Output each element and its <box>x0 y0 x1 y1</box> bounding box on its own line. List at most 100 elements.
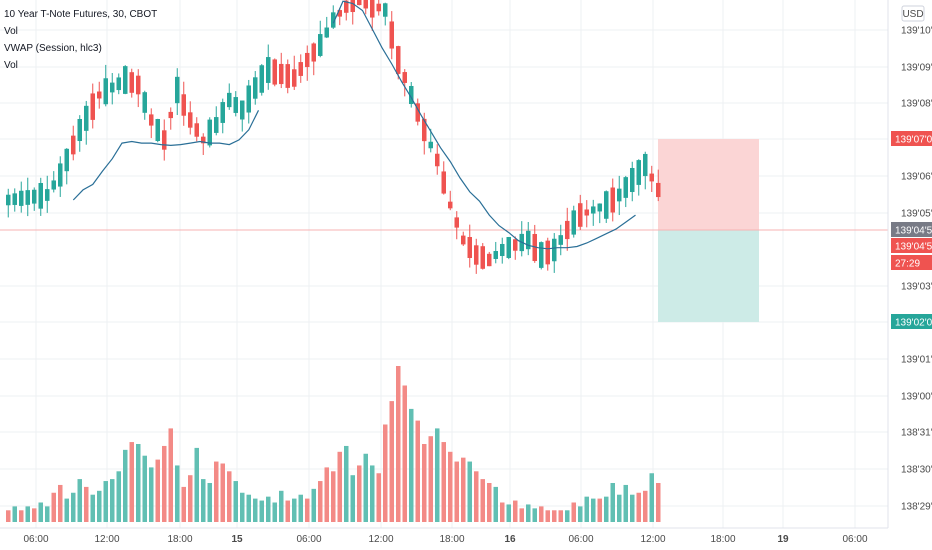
candle-body <box>246 85 251 113</box>
volume-bar <box>558 510 563 522</box>
candle-body <box>32 189 37 204</box>
candle <box>201 133 206 155</box>
candle-body <box>493 251 498 259</box>
y-tick-label: 139'03'0 <box>901 282 932 293</box>
candle-body <box>363 0 368 9</box>
candle <box>71 125 76 161</box>
candle <box>168 107 173 130</box>
candle <box>90 83 95 129</box>
volume-bar <box>214 461 219 522</box>
candle <box>578 194 583 230</box>
candle-body <box>168 111 173 119</box>
volume-bar <box>6 510 11 522</box>
candle-body <box>558 235 563 245</box>
candle <box>214 106 219 136</box>
x-tick-label: 16 <box>504 534 516 545</box>
candle-body <box>285 64 290 88</box>
candle <box>461 231 466 246</box>
volume-bar <box>604 496 609 522</box>
candle-body <box>240 100 245 120</box>
legend-vol-2[interactable]: Vol <box>4 60 18 71</box>
volume-bar <box>129 442 134 522</box>
volume-bar <box>383 424 388 522</box>
volume-bar <box>422 444 427 522</box>
candle <box>396 45 401 80</box>
vwap-line-session-1 <box>72 110 260 201</box>
volume-bar <box>435 428 440 522</box>
candle-body <box>422 118 427 142</box>
candle <box>597 203 602 224</box>
candle <box>305 45 310 81</box>
volume-bar <box>344 445 349 522</box>
candle <box>493 241 498 264</box>
volume-bar <box>350 475 355 522</box>
y-tick-label: 139'05'0 <box>901 209 932 220</box>
volume-bar <box>155 459 160 522</box>
candle <box>116 73 121 95</box>
candle-body <box>90 93 95 120</box>
candle <box>376 0 381 16</box>
candle <box>552 233 557 273</box>
candle <box>623 175 628 208</box>
candle <box>45 175 50 213</box>
candle <box>415 98 420 126</box>
candle-body <box>402 72 407 83</box>
candle <box>617 175 622 216</box>
candle-body <box>103 78 108 105</box>
candle <box>103 64 108 107</box>
candle-body <box>305 52 310 68</box>
x-tick-label: 06:00 <box>23 534 48 545</box>
legend-vwap[interactable]: VWAP (Session, hlc3) <box>4 43 102 54</box>
volume-bar <box>389 401 394 522</box>
candle-body <box>318 34 323 56</box>
volume-bar <box>506 504 511 522</box>
x-tick-label: 18:00 <box>439 534 464 545</box>
candle-body <box>623 177 628 198</box>
volume-bar <box>311 488 316 522</box>
y-tick-label: 139'08'0 <box>901 99 932 110</box>
candle-body <box>97 91 102 99</box>
volume-bar <box>71 492 76 522</box>
volume-bars <box>6 366 661 522</box>
volume-bar <box>617 494 622 522</box>
candle <box>162 119 167 161</box>
candle <box>25 177 30 217</box>
volume-bar <box>318 481 323 522</box>
currency-badge-box <box>901 5 925 22</box>
volume-bar <box>227 471 232 522</box>
candle-body <box>6 194 11 206</box>
stop-price-tag: 139'07'0 <box>891 131 932 146</box>
x-tick-label: 06:00 <box>568 534 593 545</box>
volume-bar <box>162 445 167 522</box>
candle <box>428 128 433 153</box>
candle <box>402 69 407 97</box>
candle <box>357 0 362 6</box>
legend-title[interactable]: 10 Year T-Note Futures, 30, CBOT <box>4 9 158 20</box>
candle-body <box>643 153 648 177</box>
candle <box>480 243 485 270</box>
candle <box>311 42 316 76</box>
candle <box>233 91 238 117</box>
volume-bar <box>97 490 102 522</box>
volume-bar <box>656 483 661 522</box>
candle <box>389 11 394 60</box>
candle <box>253 71 258 105</box>
candle <box>474 238 479 274</box>
volume-bar <box>25 506 30 522</box>
volume-bar <box>610 483 615 522</box>
candle <box>656 169 661 202</box>
legend-vol[interactable]: Vol <box>4 26 18 37</box>
candle-body <box>636 160 641 185</box>
candle-body <box>454 217 459 228</box>
candle <box>110 72 115 105</box>
position-zones <box>0 139 888 322</box>
candle-body <box>389 21 394 49</box>
volume-bar <box>454 461 459 522</box>
candle <box>448 190 453 211</box>
candle <box>246 79 251 124</box>
candle-body <box>266 57 271 83</box>
candle <box>532 224 537 263</box>
candle-body <box>461 235 466 245</box>
